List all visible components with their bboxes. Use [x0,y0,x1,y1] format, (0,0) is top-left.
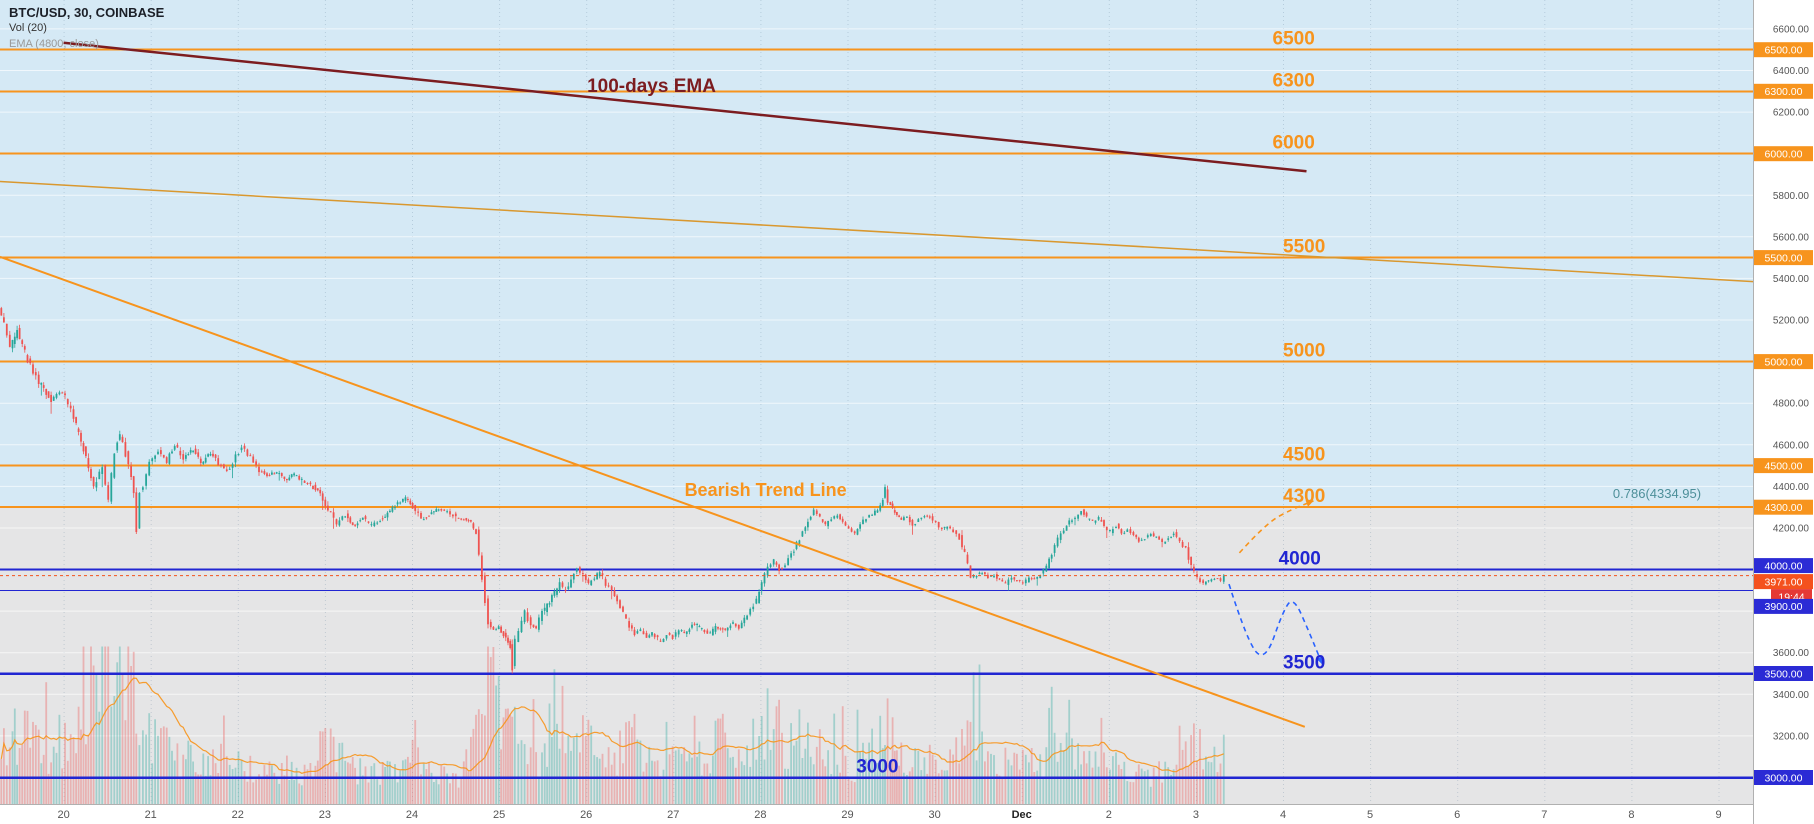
price-tick: 4400.00 [1773,482,1810,493]
bearish-projection-arrow[interactable] [1228,583,1323,665]
price-tag-text: 3900.00 [1765,601,1803,613]
price-tag-text: 6300.00 [1765,86,1803,98]
price-tag-text: 6000.00 [1765,149,1803,161]
price-axis[interactable] [1753,0,1814,824]
price-tag-text: 5500.00 [1765,252,1803,264]
level-label-4500: 4500 [1283,445,1325,466]
price-tag-4000.00 [1754,558,1813,574]
price-tick: 4600.00 [1773,440,1810,451]
level-label-3000: 3000 [856,757,898,778]
time-tick: 30 [928,809,940,821]
price-tag-5000.00 [1754,354,1813,370]
price-tick: 4800.00 [1773,399,1810,410]
resistance-line[interactable] [0,180,1754,283]
time-tick: 9 [1715,809,1721,821]
ema-100-line[interactable] [63,41,1307,173]
upper-zone [0,0,1753,508]
price-tag-4500.00 [1754,458,1813,474]
bullish-projection-arrow-head [1305,500,1314,507]
price-tag-5500.00 [1754,250,1813,266]
price-tag-6300.00 [1754,83,1813,99]
time-tick: 21 [145,809,157,821]
chart-legend: BTC/USD, 30, COINBASE Vol (20) EMA (4800… [9,5,164,52]
level-label-6000: 6000 [1273,133,1315,154]
price-tick: 3600.00 [1773,648,1810,659]
price-tick: 6400.00 [1773,66,1810,77]
price-tag-4300.00 [1754,499,1813,515]
level-label-5000: 5000 [1283,341,1325,362]
price-tick: 5400.00 [1773,274,1810,285]
time-tick: 26 [580,809,592,821]
price-tag-text: 4500.00 [1765,460,1803,472]
price-tick: 5600.00 [1773,232,1810,243]
time-tick: 24 [406,809,418,821]
price-tick: 3200.00 [1773,731,1810,742]
candles [0,306,1225,674]
time-tick: 27 [667,809,679,821]
price-tick: 3400.00 [1773,690,1810,701]
price-tag-3500.00 [1754,666,1813,681]
ema-indicator-label[interactable]: EMA (4800, close) [9,38,99,50]
time-tick: 20 [57,809,69,821]
level-label-5500: 5500 [1283,237,1325,258]
time-tick: 22 [232,809,244,821]
level-label-3500: 3500 [1283,653,1325,674]
time-tick: 6 [1454,809,1460,821]
price-tag-text: 4000.00 [1765,560,1803,572]
time-tick: 5 [1367,809,1373,821]
time-tick: 28 [754,809,766,821]
trendline-label: Bearish Trend Line [685,480,847,500]
price-tag-text: 4300.00 [1765,502,1803,514]
time-tick: 8 [1628,809,1634,821]
time-tick: 3 [1193,809,1199,821]
time-tick: 23 [319,809,331,821]
price-tag-6000.00 [1754,146,1813,162]
time-tick: Dec [1012,809,1032,821]
time-tick: 4 [1280,809,1286,821]
price-tag-6500.00 [1754,42,1813,58]
price-tick: 5800.00 [1773,191,1810,202]
volume-indicator-label[interactable]: Vol (20) [9,22,47,34]
price-tick: 6600.00 [1773,24,1810,35]
lower-zone [0,507,1753,804]
time-tick: 7 [1541,809,1547,821]
price-tick: 6200.00 [1773,108,1810,119]
volume-ma-line [0,677,1225,774]
symbol-title[interactable]: BTC/USD, 30, COINBASE [9,5,165,20]
bullish-projection-arrow[interactable] [1238,500,1314,554]
price-tag-text: 5000.00 [1765,356,1803,368]
price-tag-text: 3000.00 [1765,772,1803,784]
time-axis[interactable] [0,804,1753,824]
price-tick: 4200.00 [1773,524,1810,535]
level-label-4000: 4000 [1279,549,1321,570]
time-tick: 29 [841,809,853,821]
fib-label: 0.786(4334.95) [1613,486,1701,501]
level-label-6300: 6300 [1273,70,1315,91]
price-tag-3971.00 [1754,574,1813,590]
time-tick: 2 [1106,809,1112,821]
level-label-4300: 4300 [1283,486,1325,507]
price-tick: 5200.00 [1773,316,1810,327]
bearish-projection-arrow-head [1316,656,1323,665]
price-tag-text: 3971.00 [1765,576,1803,588]
price-tag-3900.00 [1754,598,1813,614]
price-tag-text: 3500.00 [1765,668,1803,680]
ema-label: 100-days EMA [587,76,716,97]
price-tag-text: 6500.00 [1765,45,1803,57]
bearish-trend-line[interactable] [0,255,1306,728]
level-label-6500: 6500 [1273,29,1315,50]
time-tick: 25 [493,809,505,821]
price-tag-3000.00 [1754,770,1813,785]
level-lines[interactable] [0,48,1753,779]
